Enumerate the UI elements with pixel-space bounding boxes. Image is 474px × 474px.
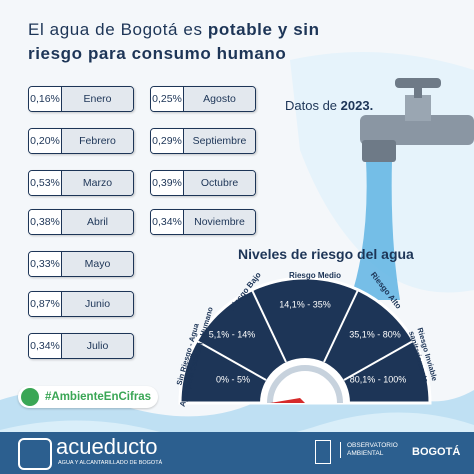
level-range: 0% - 5% bbox=[216, 374, 250, 384]
faucet-spout bbox=[362, 140, 396, 162]
month-box: 0,29% Septiembre bbox=[150, 128, 256, 154]
faucet-pipe bbox=[360, 115, 474, 145]
level-range: 35,1% - 80% bbox=[349, 329, 401, 339]
month-box: 0,20% Febrero bbox=[28, 128, 134, 154]
city-shield bbox=[315, 440, 331, 464]
month-box: 0,38% Abril bbox=[28, 209, 134, 235]
level-range: 5,1% - 14% bbox=[209, 329, 256, 339]
month-name: Noviembre bbox=[184, 210, 255, 234]
month-name: Febrero bbox=[62, 129, 133, 153]
month-name: Julio bbox=[62, 334, 133, 358]
level-name: Sin Riesgo - AguaApta para Consumo Human… bbox=[169, 303, 215, 408]
gauge bbox=[178, 276, 432, 405]
city: BOGOTÁ bbox=[412, 446, 461, 458]
hashtag: #AmbienteEnCifras bbox=[45, 391, 152, 403]
gauge-track bbox=[267, 365, 343, 404]
month-value: 0,16% bbox=[29, 87, 62, 111]
month-box: 0,87% Junio bbox=[28, 291, 134, 317]
month-value: 0,33% bbox=[29, 252, 62, 276]
month-name: Enero bbox=[62, 87, 133, 111]
brand-logo bbox=[18, 438, 52, 470]
faucet-body bbox=[405, 95, 431, 121]
level-name: Riesgo Bajo bbox=[227, 270, 263, 312]
month-name: Octubre bbox=[184, 171, 255, 195]
water-stream bbox=[350, 160, 400, 300]
note-year: 2023. bbox=[340, 98, 374, 113]
note: Datos de 2023. bbox=[285, 98, 373, 113]
month-value: 0,38% bbox=[29, 210, 62, 234]
level-name: Riesgo Alto bbox=[369, 270, 403, 310]
month-box: 0,34% Noviembre bbox=[150, 209, 256, 235]
level-range: 14,1% - 35% bbox=[279, 299, 331, 309]
level-range: 80,1% - 100% bbox=[350, 374, 407, 384]
month-value: 0,20% bbox=[29, 129, 62, 153]
month-name: Junio bbox=[62, 292, 133, 316]
month-box: 0,53% Marzo bbox=[28, 170, 134, 196]
gauge-dividers bbox=[196, 289, 414, 381]
month-name: Agosto bbox=[184, 87, 255, 111]
hashtag-icon bbox=[21, 388, 39, 406]
month-box: 0,16% Enero bbox=[28, 86, 134, 112]
month-value: 0,34% bbox=[29, 334, 62, 358]
faucet-handle bbox=[395, 78, 441, 88]
month-value: 0,34% bbox=[151, 210, 184, 234]
brand-sub: AGUA Y ALCANTARILLADO DE BOGOTÁ bbox=[58, 460, 163, 466]
month-value: 0,87% bbox=[29, 292, 62, 316]
month-name: Mayo bbox=[62, 252, 133, 276]
gauge-dial bbox=[260, 358, 350, 403]
month-box: 0,33% Mayo bbox=[28, 251, 134, 277]
level-name: Riesgo Inviablesanitariamente bbox=[407, 327, 439, 385]
month-value: 0,53% bbox=[29, 171, 62, 195]
gauge-title: Niveles de riesgo del agua bbox=[238, 246, 414, 262]
month-name: Abril bbox=[62, 210, 133, 234]
footer: acueducto AGUA Y ALCANTARILLADO DE BOGOT… bbox=[0, 432, 474, 474]
month-name: Marzo bbox=[62, 171, 133, 195]
gauge-needle bbox=[270, 398, 305, 403]
month-box: 0,34% Julio bbox=[28, 333, 134, 359]
hashtag-badge: #AmbienteEnCifras bbox=[18, 386, 158, 408]
month-box: 0,39% Octubre bbox=[150, 170, 256, 196]
title: El agua de Bogotá es potable y sin riesg… bbox=[28, 18, 348, 66]
brand: acueducto bbox=[56, 434, 158, 459]
gauge-body bbox=[178, 276, 432, 405]
title-regular: El agua de Bogotá es bbox=[28, 20, 208, 39]
month-value: 0,29% bbox=[151, 129, 184, 153]
month-box: 0,25% Agosto bbox=[150, 86, 256, 112]
faucet-stem bbox=[414, 86, 422, 98]
observatorio: OBSERVATORIO AMBIENTAL bbox=[340, 442, 407, 458]
level-name: Riesgo Medio bbox=[289, 271, 341, 280]
title-bold: potable y sin riesgo para consumo humano bbox=[28, 20, 320, 63]
month-value: 0,39% bbox=[151, 171, 184, 195]
note-text: Datos de bbox=[285, 98, 341, 113]
month-name: Septiembre bbox=[184, 129, 255, 153]
month-value: 0,25% bbox=[151, 87, 184, 111]
